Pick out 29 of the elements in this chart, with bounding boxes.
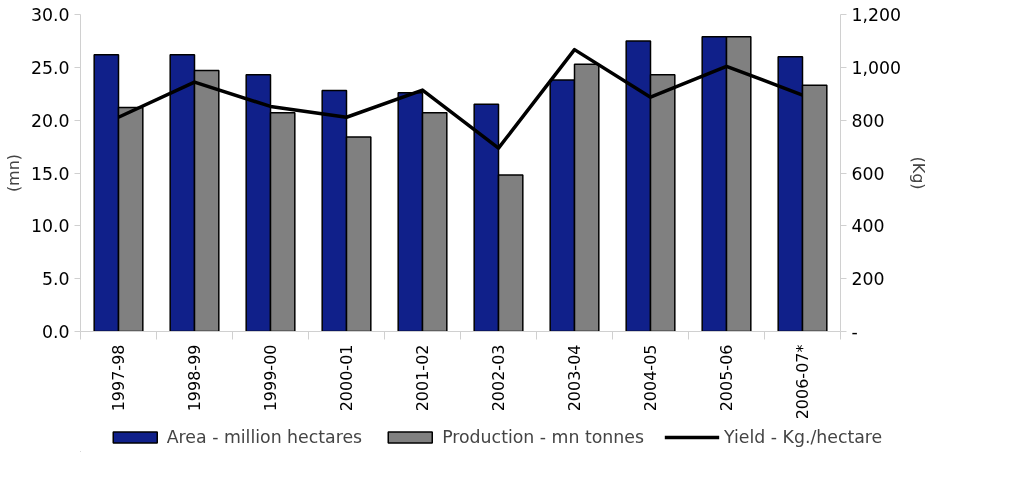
y-tick-label: 20.0	[30, 110, 70, 131]
x-tick-label: 2000-01	[337, 344, 356, 412]
y2-tick-label: 1,200	[851, 5, 902, 25]
y2-tick-label: 200	[851, 269, 885, 290]
x-tick-label: 1998-99	[185, 344, 204, 412]
y-tick-label: 5.0	[41, 269, 70, 290]
y-tick-label: 15.0	[30, 163, 70, 184]
y2-tick-label: 1,000	[851, 57, 902, 78]
y-tick-label: 25.0	[30, 57, 70, 78]
x-tick-label: 2001-02	[413, 344, 432, 412]
x-tick-label: 1997-98	[109, 344, 128, 412]
legend-label: Yield - Kg./hectare	[724, 427, 883, 447]
x-tick-label: 2005-06	[717, 344, 736, 412]
y2-tick-label: 800	[851, 110, 885, 131]
y-axis-title: (mn)	[3, 153, 23, 193]
legend-label: Area - million hectares	[166, 427, 363, 447]
y2-tick-label: 600	[851, 163, 885, 184]
x-tick-label: 2003-04	[565, 344, 584, 412]
x-tick-label: 1999-00	[261, 344, 280, 412]
x-tick-label: 2002-03	[489, 344, 508, 412]
legend-label: Production - mn tonnes	[442, 427, 645, 447]
y-tick-label: 0.0	[41, 322, 70, 342]
x-tick-label: 2004-05	[641, 344, 660, 412]
y-tick-label: 30.0	[30, 5, 70, 25]
y-tick-label: 10.0	[30, 216, 70, 237]
y2-tick-label: 400	[851, 216, 885, 237]
y2-axis-title: (Kg)	[909, 156, 929, 190]
x-tick-label: 2006-07*	[793, 344, 812, 420]
y2-tick-label: -	[851, 322, 858, 342]
